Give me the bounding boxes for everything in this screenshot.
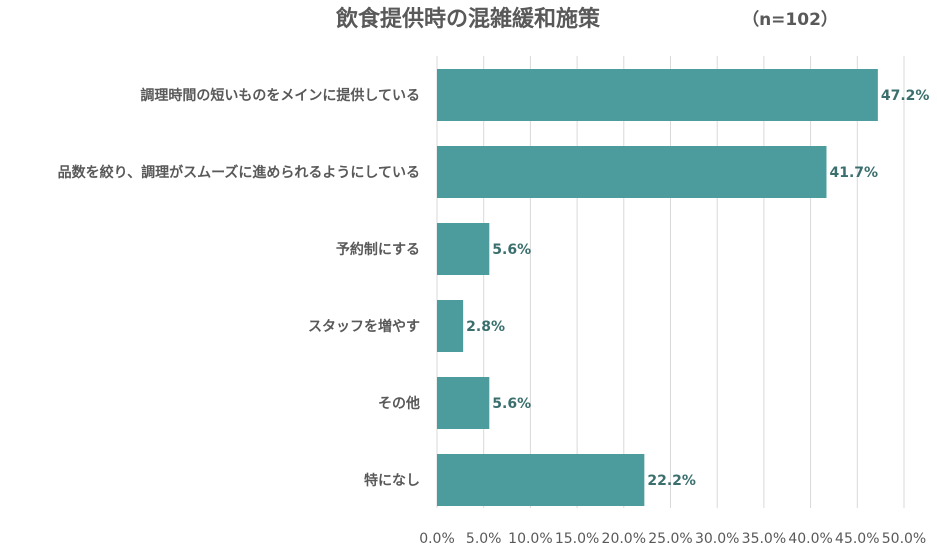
data-label: 5.6% (492, 396, 531, 412)
bar (437, 146, 827, 198)
bar (437, 454, 645, 506)
data-label: 22.2% (647, 473, 696, 489)
sample-size-note: （n=102） (742, 9, 838, 30)
chart-title: 飲食提供時の混雑緩和施策 (335, 6, 601, 32)
x-tick-label: 15.0% (555, 531, 599, 544)
category-label: 特になし (364, 472, 420, 489)
x-tick-label: 50.0% (882, 531, 926, 544)
x-tick-label: 45.0% (835, 531, 879, 544)
category-label: スタッフを増やす (308, 318, 420, 335)
x-tick-label: 5.0% (466, 531, 502, 544)
data-label: 5.6% (492, 242, 531, 258)
category-label: 予約制にする (336, 241, 420, 258)
labels: 0.0% 5.0% 10.0% 15.0% 20.0% 25.0% 30.0% 35.0% 40… (58, 87, 930, 544)
gridlines (436, 56, 905, 508)
x-tick-label: 35.0% (742, 531, 786, 544)
x-tick-label: 30.0% (695, 531, 739, 544)
x-tick-label: 40.0% (788, 531, 832, 544)
x-tick-label: 10.0% (508, 531, 552, 544)
category-label: 調理時間の短いものをメインに提供している (140, 87, 420, 104)
x-tick-label: 25.0% (648, 531, 692, 544)
data-label: 2.8% (466, 319, 505, 335)
bars (437, 69, 878, 506)
data-label: 41.7% (829, 165, 878, 181)
x-tick-label: 20.0% (602, 531, 646, 544)
bar (437, 377, 490, 429)
category-label: その他 (378, 395, 420, 412)
data-label: 47.2% (881, 88, 930, 104)
x-tick-label: 0.0% (419, 531, 455, 544)
category-label: 品数を絞り、調理がスムーズに進められるようにしている (58, 164, 420, 181)
bar (437, 300, 464, 352)
bar (437, 69, 878, 121)
bar (437, 223, 490, 275)
